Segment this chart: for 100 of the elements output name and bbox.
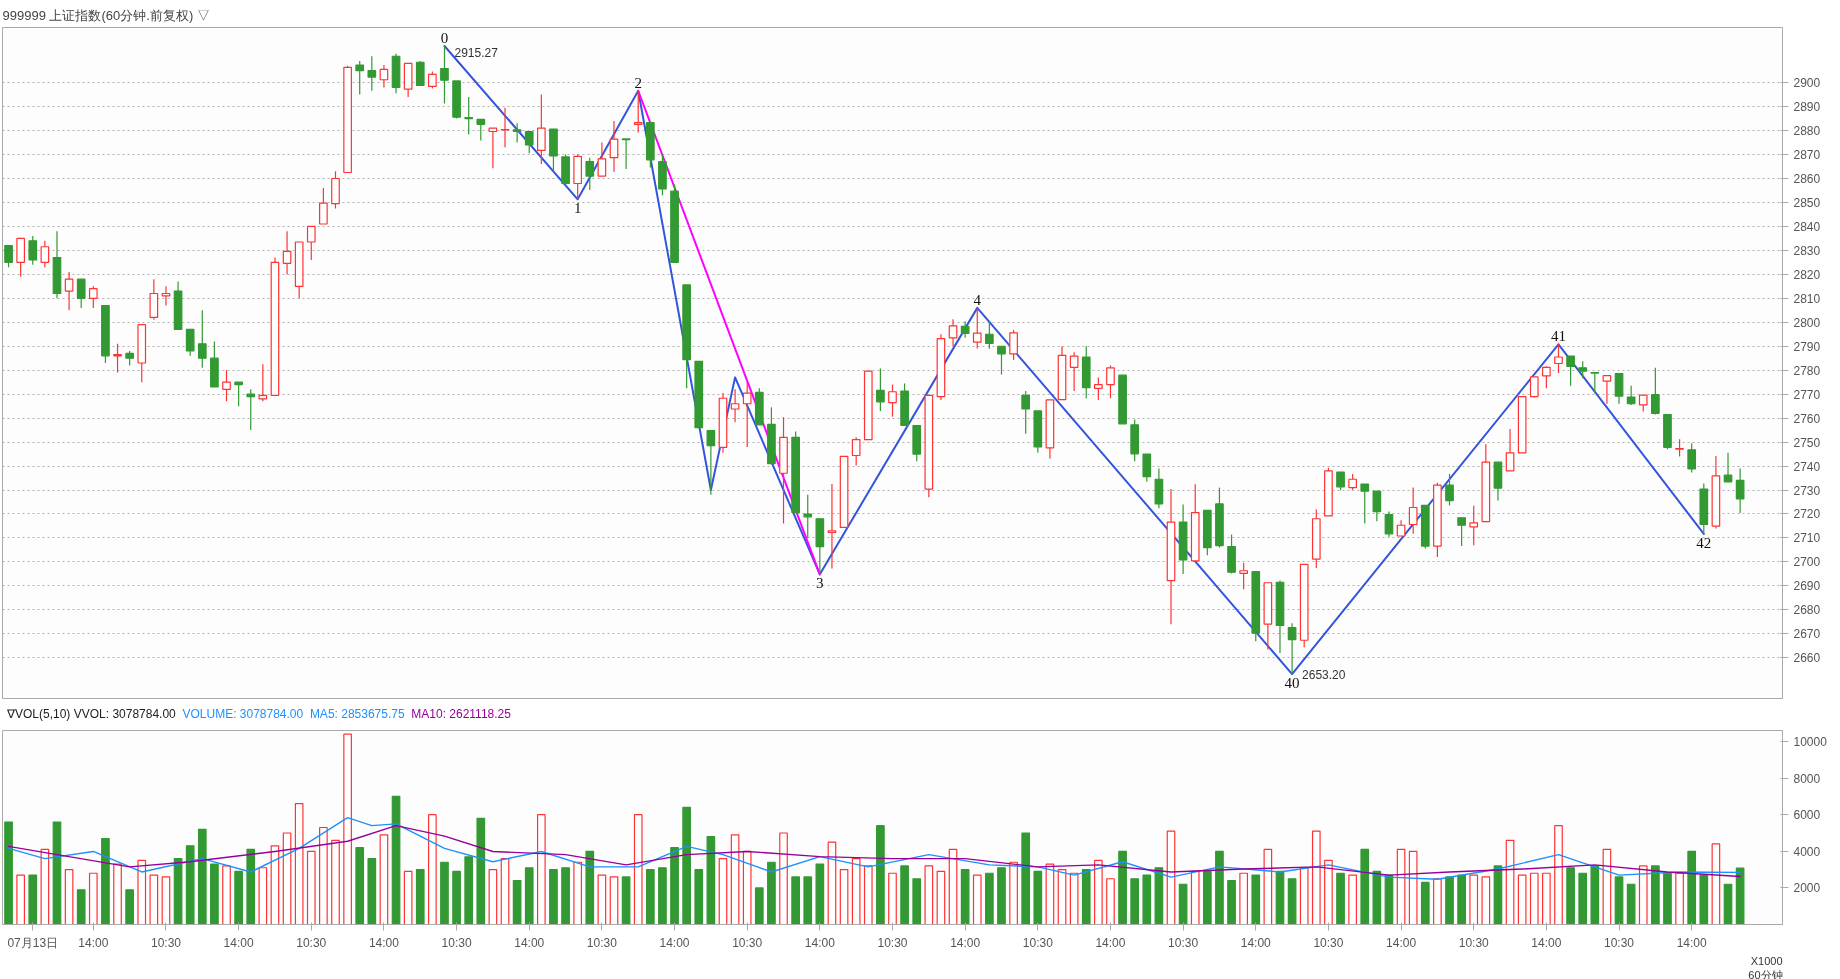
candlestick xyxy=(464,96,474,136)
candlestick xyxy=(1142,453,1152,482)
candlestick xyxy=(1009,329,1018,361)
text: MA10: 2621118.25 xyxy=(411,707,511,721)
candlestick xyxy=(1590,371,1600,394)
bar xyxy=(876,825,885,925)
candlestick xyxy=(1626,385,1636,406)
bar xyxy=(1009,861,1018,925)
bar xyxy=(1311,830,1321,925)
candlestick xyxy=(149,278,159,321)
bar xyxy=(4,821,13,925)
bar xyxy=(536,814,546,925)
candlestick xyxy=(113,343,122,374)
x-tick-label: 10:30 xyxy=(1458,935,1490,950)
bar xyxy=(561,867,570,925)
bar xyxy=(476,817,486,925)
annotation: 3 xyxy=(816,575,824,592)
bar xyxy=(210,863,219,925)
x-tick-label: 14:00 xyxy=(804,935,836,950)
bar xyxy=(1215,850,1224,925)
bar xyxy=(331,839,340,925)
candlestick xyxy=(16,237,26,278)
bar xyxy=(1130,878,1140,925)
bar xyxy=(754,887,764,925)
y-tick-label: 2000 xyxy=(1793,881,1821,896)
x-tick-label: 14:00 xyxy=(1386,935,1417,950)
bar xyxy=(415,868,425,925)
x-tick-label: 10:30 xyxy=(1313,935,1344,950)
x-tick-label: 14:00 xyxy=(368,935,400,950)
y-tick-label: 2870 xyxy=(1793,148,1821,163)
bar xyxy=(185,845,195,925)
candlestick xyxy=(28,235,38,266)
candlestick xyxy=(1529,376,1539,399)
candlestick xyxy=(258,363,268,402)
candlestick xyxy=(1457,517,1466,547)
candlestick xyxy=(851,436,861,467)
annotation: 2653.20 xyxy=(1302,667,1346,682)
bar xyxy=(1457,874,1466,925)
candlestick xyxy=(76,278,86,309)
bar xyxy=(40,848,50,925)
x-tick-label: 10:30 xyxy=(441,935,472,950)
bar xyxy=(1735,867,1745,925)
annotation: 1 xyxy=(573,200,582,217)
y-tick-label: 2780 xyxy=(1793,363,1821,378)
bar xyxy=(645,868,655,925)
bar xyxy=(767,861,776,925)
candlestick xyxy=(876,367,885,412)
bar xyxy=(888,872,897,925)
bar xyxy=(125,889,134,925)
y-tick-label: 2740 xyxy=(1793,459,1821,474)
x-tick-label: 10:30 xyxy=(296,935,327,950)
bar xyxy=(1287,878,1297,925)
bar xyxy=(488,868,498,925)
bar xyxy=(1372,870,1382,925)
y-tick-label: 2730 xyxy=(1793,483,1821,498)
candlestick xyxy=(1554,343,1563,374)
candlestick xyxy=(161,285,171,307)
bar xyxy=(1094,859,1103,925)
bar xyxy=(1178,883,1188,925)
bar xyxy=(149,874,159,925)
candlestick xyxy=(4,244,13,268)
x-tick-label: 14:00 xyxy=(950,935,981,950)
candlestick xyxy=(488,127,498,169)
candlestick xyxy=(536,94,546,165)
bar xyxy=(1517,874,1527,925)
candlestick xyxy=(367,55,377,92)
bar xyxy=(355,847,365,925)
x-tick-label: 14:00 xyxy=(659,935,690,950)
candlestick xyxy=(1445,473,1454,506)
y-tick-label: 2710 xyxy=(1793,531,1821,546)
bar xyxy=(1651,865,1660,925)
bar xyxy=(621,876,631,925)
y-tick-label: 2850 xyxy=(1793,195,1821,210)
candlestick xyxy=(1094,376,1103,401)
bar xyxy=(464,856,474,925)
bar xyxy=(1360,848,1370,925)
bar xyxy=(1336,872,1345,925)
candlestick xyxy=(985,320,994,350)
x-tick-label: 10:30 xyxy=(1604,935,1635,950)
candlestick xyxy=(1602,375,1612,405)
y-tick-label: 2670 xyxy=(1793,627,1821,642)
bar xyxy=(960,868,970,925)
candlestick xyxy=(1735,467,1745,514)
bar xyxy=(343,733,352,925)
bar xyxy=(1675,872,1684,925)
candlestick xyxy=(476,118,486,142)
y-tick-label: 4000 xyxy=(1793,844,1821,859)
bar xyxy=(718,858,728,925)
candlestick xyxy=(88,285,98,309)
candlestick xyxy=(222,369,231,402)
candlestick xyxy=(1651,367,1660,416)
bar xyxy=(197,828,207,925)
bar xyxy=(524,867,534,925)
bar xyxy=(1554,825,1563,925)
candlestick xyxy=(524,130,534,154)
candlestick xyxy=(319,187,328,225)
bar xyxy=(1578,872,1588,925)
y-tick-label: 2900 xyxy=(1793,76,1821,91)
x-tick-label: 14:00 xyxy=(1531,935,1562,950)
bar xyxy=(1251,874,1261,925)
